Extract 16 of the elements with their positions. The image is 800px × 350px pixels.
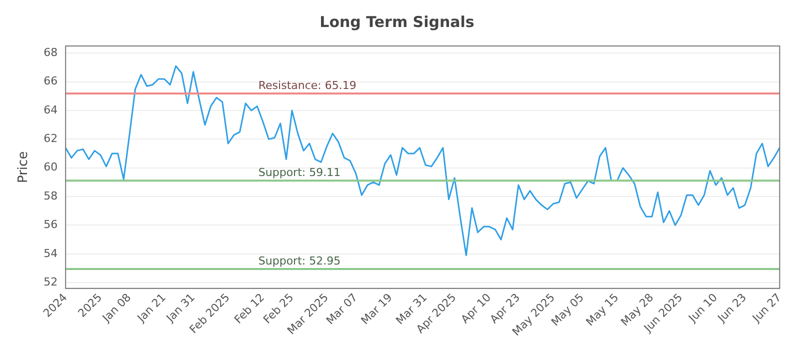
x-tick-label: Mar 19 [358, 290, 395, 328]
y-tick-label: 52 [44, 275, 58, 288]
ref-line-label: Resistance: 65.19 [258, 78, 356, 92]
y-tick-label: 56 [44, 218, 58, 232]
y-tick-label: 66 [44, 74, 58, 88]
y-tick-label: 54 [44, 246, 58, 260]
y-tick-label: 58 [44, 189, 58, 202]
y-axis-title: Price [16, 151, 32, 184]
y-tick-label: 60 [44, 160, 58, 174]
y-tick-label: 64 [44, 103, 58, 116]
chart-title: Long Term Signals [320, 12, 474, 31]
ref-line-label: Support: 52.95 [258, 254, 341, 268]
y-tick-label: 68 [44, 46, 58, 60]
ref-line-label: Support: 59.11 [258, 166, 341, 179]
y-tick-label: 62 [44, 132, 58, 146]
x-tick-label: Jun 27 [749, 290, 784, 326]
